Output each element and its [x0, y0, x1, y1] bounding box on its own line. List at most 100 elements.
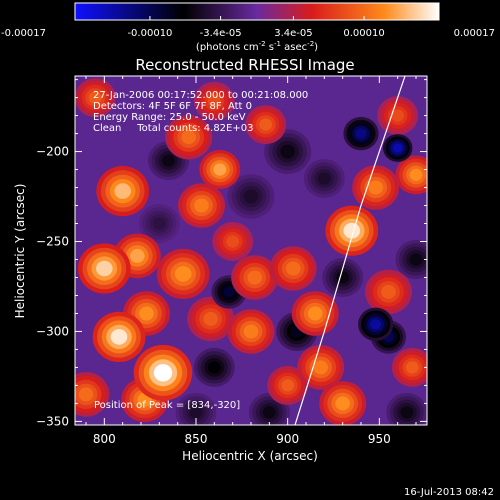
heatmap-blob	[291, 291, 339, 336]
heatmap-blob	[267, 365, 309, 405]
x-tick-label: 900	[276, 432, 299, 446]
heatmap-contour	[409, 253, 423, 266]
colorbar: -0.00017 -0.00010 -3.4e-05 3.4e-05 0.00010 0.…	[1, 2, 495, 53]
heatmap-blob	[193, 81, 235, 121]
heatmap-blob	[187, 296, 235, 342]
heatmap-blob	[165, 114, 213, 160]
colorbar-tick-label: -3.4e-05	[200, 28, 242, 39]
heatmap-blob	[303, 159, 345, 198]
annotation-counts: Clean Total counts: 4.82E+03	[93, 123, 253, 134]
annotation-block: 27-Jan-2006 00:17:52.000 to 00:21:08.000…	[93, 90, 308, 134]
heatmap-contour	[393, 143, 403, 153]
heatmap-contour	[130, 248, 145, 263]
heatmap-blob	[245, 105, 287, 145]
y-tick-label: −200	[36, 145, 69, 159]
heatmap-blob	[325, 205, 379, 256]
heatmap-blob	[133, 344, 193, 401]
heatmap-contour	[317, 172, 331, 185]
heatmap-contour	[110, 329, 128, 345]
axis-ticks: 800 850 900 950 −200 −250 −300 −350	[36, 76, 427, 446]
heatmap-contour	[96, 260, 113, 277]
heatmap-contour	[88, 91, 102, 104]
peak-position-label: Position of Peak = [834,-320]	[94, 400, 240, 411]
heatmap-blob	[227, 309, 275, 354]
heatmap-contour	[194, 198, 209, 213]
heatmap-blob	[96, 166, 150, 217]
heatmap-blob	[212, 222, 254, 261]
annotation-time: 27-Jan-2006 00:17:52.000 to 00:21:08.000	[93, 90, 308, 101]
heatmap-contour	[213, 163, 227, 176]
annotation-energy: Energy Range: 25.0 - 50.0 keV	[93, 112, 246, 123]
y-axis-label: Heliocentric Y (arcsec)	[13, 184, 27, 319]
solar-limb	[294, 76, 406, 425]
heatmap-contour	[259, 118, 273, 131]
heatmap-blob	[383, 134, 413, 162]
heatmap-blob	[92, 311, 146, 362]
heatmap-contour	[247, 270, 262, 285]
colorbar-tick-label: -0.00010	[127, 28, 172, 39]
heatmap-contour	[335, 396, 351, 411]
heatmap-blob	[319, 381, 367, 425]
colorbar-tick-label: 0.00017	[454, 28, 495, 39]
heatmap-contour	[243, 324, 259, 339]
heatmap-blob	[395, 155, 427, 195]
heatmap-blob	[156, 248, 210, 299]
heatmap-blob	[352, 165, 400, 210]
x-tick-label: 800	[93, 432, 116, 446]
heatmap-blob	[322, 258, 364, 297]
chart-title: Reconstructed RHESSI Image	[135, 56, 354, 74]
heatmap-blob	[231, 255, 279, 300]
heatmap-contour	[409, 168, 423, 181]
heatmap-blob	[199, 150, 241, 189]
colorbar-units: (photons cm-2 s-1 asec-2)	[196, 40, 318, 53]
heatmap-blob	[264, 129, 312, 174]
heatmap-contour	[381, 284, 396, 299]
heatmap-blob	[75, 78, 116, 118]
heatmap-blob	[358, 307, 394, 341]
heatmap-contour	[285, 261, 301, 276]
heatmap-contour	[280, 144, 296, 159]
heatmap-contour	[139, 306, 154, 321]
annotation-detectors: Detectors: 4F 5F 6F 7F 8F, Att 0	[93, 101, 252, 112]
heatmap-contour	[189, 406, 203, 419]
colorbar-tick-label: -0.00017	[1, 28, 46, 39]
heatmap-blob	[365, 269, 412, 315]
heatmap-contour	[370, 319, 382, 330]
colorbar-gradient	[74, 2, 440, 21]
y-tick-label: −300	[36, 324, 69, 338]
heatmap-contour	[174, 266, 192, 282]
heatmap-contour	[78, 387, 94, 402]
heatmap-blob	[377, 96, 419, 136]
colorbar-tick-label: 3.4e-05	[274, 28, 312, 39]
heatmap-contour	[400, 406, 414, 419]
plot-area: 800 850 900 950 −200 −250 −300 −350	[36, 75, 428, 446]
heatmap-contour	[152, 217, 166, 230]
heatmap-image	[75, 78, 427, 425]
heatmap-blob	[193, 347, 235, 387]
heatmap-contour	[203, 311, 218, 326]
heatmap-contour	[405, 361, 419, 374]
heatmap-blob	[391, 347, 427, 387]
colorbar-tick-label: 0.00010	[343, 28, 384, 39]
heatmap-blob	[269, 246, 317, 291]
x-tick-label: 850	[185, 432, 208, 446]
heatmap-blob	[386, 392, 427, 425]
heatmap-blob	[227, 174, 275, 219]
heatmap-contour	[153, 364, 173, 382]
heatmap-blob	[77, 243, 131, 294]
heatmap-contour	[243, 189, 259, 204]
heatmap-blob	[395, 240, 427, 279]
heatmap-contour	[207, 361, 221, 374]
heatmap-contour	[313, 360, 329, 375]
heatmap-contour	[281, 379, 295, 392]
heatmap-blob	[175, 392, 217, 425]
heatmap-blob	[138, 204, 180, 243]
heatmap-contour	[162, 154, 175, 167]
heatmap-contour	[355, 128, 367, 139]
heatmap-blob	[75, 372, 110, 417]
x-axis-label: Heliocentric X (arcsec)	[182, 449, 318, 463]
heatmap-contour	[368, 180, 384, 195]
heatmap-contour	[226, 235, 240, 248]
heatmap-blob	[178, 183, 225, 228]
